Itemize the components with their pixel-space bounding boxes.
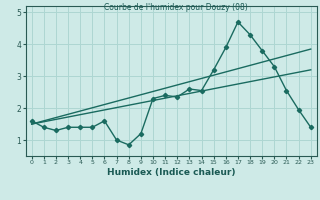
Text: Courbe de l'humidex pour Douzy (08): Courbe de l'humidex pour Douzy (08) (104, 3, 248, 12)
X-axis label: Humidex (Indice chaleur): Humidex (Indice chaleur) (107, 168, 236, 177)
